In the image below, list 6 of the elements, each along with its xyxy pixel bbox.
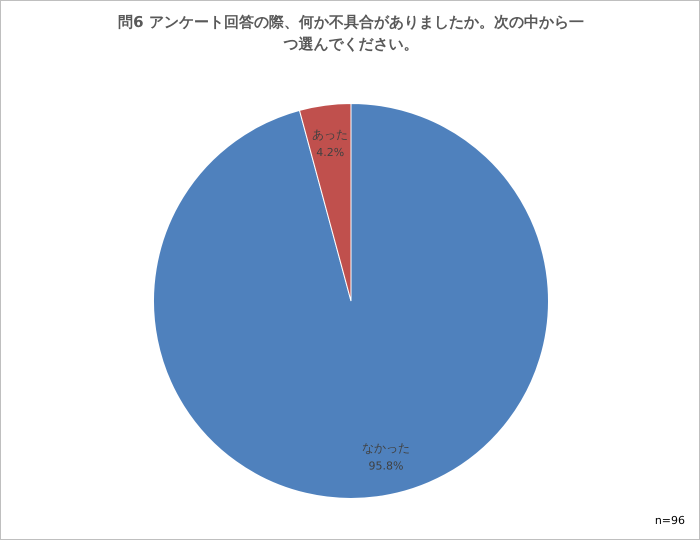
- chart-title: 問6 アンケート回答の際、何か不具合がありましたか。次の中から一つ選んでください。: [117, 12, 585, 55]
- data-label: 95.8%: [368, 459, 404, 472]
- data-label: 4.2%: [316, 146, 344, 160]
- slice-label: なかった: [362, 440, 410, 455]
- slice-label: あった: [312, 128, 348, 142]
- text: n=96: [654, 514, 685, 527]
